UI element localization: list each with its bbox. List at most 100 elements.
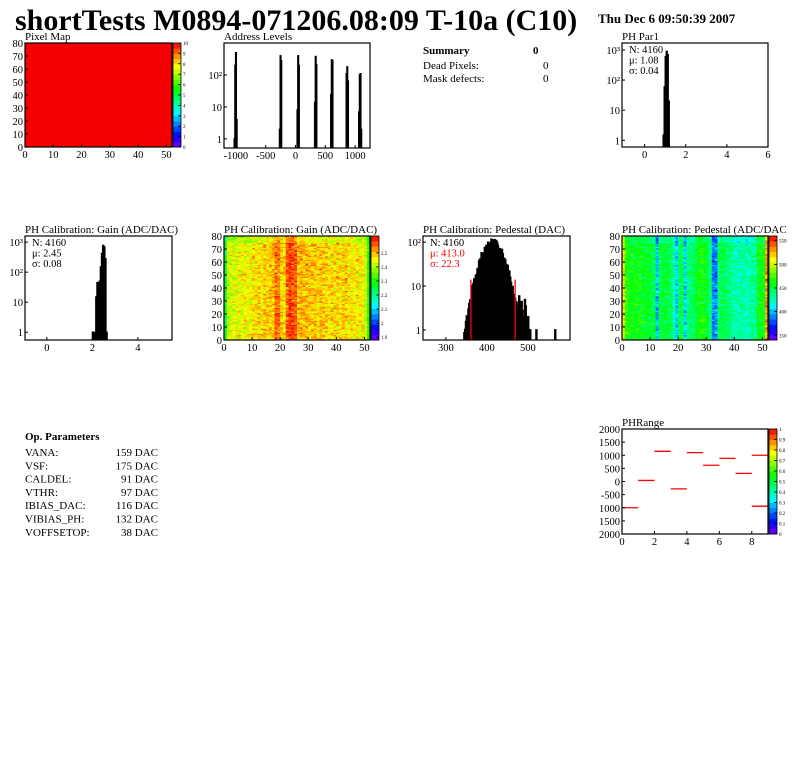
heatmap-cell [157, 87, 162, 89]
heatmap-cell [90, 53, 94, 56]
heatmap-cell [41, 126, 46, 128]
heatmap-cell [166, 113, 170, 115]
heatmap-cell [25, 91, 29, 93]
heatmap-cell [166, 50, 170, 53]
heatmap-cell [41, 48, 46, 50]
heatmap-cell [70, 98, 74, 101]
heatmap-cell [106, 139, 111, 141]
heatmap-cell [163, 134, 167, 136]
heatmap-cell [109, 95, 114, 97]
heatmap-cell [149, 89, 153, 92]
heatmap-cell [106, 56, 111, 58]
heatmap-cell [226, 294, 231, 297]
heatmap-cell [138, 128, 142, 131]
heatmap-cell [87, 98, 91, 101]
heatmap-cell [44, 80, 49, 83]
heatmap-cell [101, 62, 105, 65]
heatmap-cell [33, 66, 37, 69]
heatmap-cell [143, 122, 147, 124]
heatmap-cell [132, 88, 136, 91]
heatmap-cell [132, 109, 136, 111]
heatmap-cell [56, 61, 60, 63]
heatmap-cell [58, 59, 63, 62]
heatmap-cell [135, 98, 139, 101]
heatmap-cell [78, 46, 82, 49]
heatmap-cell [56, 111, 60, 114]
heatmap-cell [129, 67, 133, 70]
heatmap-cell [36, 143, 40, 145]
heatmap-cell [157, 48, 162, 50]
heatmap-cell [73, 102, 77, 105]
heatmap-cell [166, 46, 170, 49]
heatmap-cell [78, 98, 82, 101]
heatmap-cell [30, 132, 34, 135]
heatmap-cell [132, 145, 136, 147]
heatmap-cell [73, 50, 77, 53]
heatmap-cell [39, 56, 43, 58]
heatmap-cell [92, 109, 97, 111]
heatmap-cell [41, 122, 46, 124]
heatmap-cell [143, 140, 147, 143]
heatmap-cell [84, 124, 88, 127]
heatmap-cell [160, 89, 164, 92]
heatmap-cell [90, 143, 94, 145]
heatmap-cell [53, 78, 57, 80]
heatmap-cell [53, 44, 57, 46]
heatmap-cell [129, 96, 133, 98]
heatmap-cell [98, 95, 102, 97]
heatmap-cell [235, 299, 239, 302]
heatmap-cell [90, 100, 94, 102]
heatmap-cell [132, 140, 136, 143]
heatmap-cell [98, 97, 102, 100]
heatmap-cell [121, 71, 125, 74]
heatmap-cell [67, 82, 71, 84]
heatmap-cell [27, 48, 32, 50]
heatmap-cell [87, 89, 91, 92]
heatmap-cell [104, 100, 108, 102]
heatmap-cell [232, 314, 236, 316]
heatmap-cell [44, 98, 49, 101]
heatmap-cell [152, 113, 156, 115]
heatmap-cell [90, 80, 94, 83]
op-param-value: 132 DAC [116, 514, 158, 526]
heatmap-cell [121, 50, 125, 53]
heatmap-cell [118, 96, 122, 98]
heatmap-cell [90, 61, 94, 63]
summary-panel: Summary 0 Dead Pixels: 0 Mask defects: 0 [423, 45, 549, 85]
heatmap-cell [121, 134, 125, 136]
heatmap-cell [229, 251, 233, 254]
heatmap-cell [138, 71, 142, 74]
heatmap-cell [58, 134, 63, 136]
heatmap-cell [132, 106, 136, 109]
heatmap-cell [232, 328, 236, 330]
heatmap-cell [81, 65, 85, 67]
heatmap-cell [169, 130, 172, 132]
heatmap-cell [229, 277, 233, 280]
heatmap-cell [112, 80, 116, 83]
heatmap-cell [70, 74, 74, 76]
heatmap-cell [25, 141, 29, 144]
heatmap-cell [78, 131, 82, 134]
heatmap-cell [64, 44, 68, 46]
heatmap-cell [61, 139, 65, 141]
heatmap-cell [229, 333, 233, 336]
heatmap-cell [166, 119, 170, 122]
heatmap-cell [36, 92, 40, 95]
heatmap-cell [166, 118, 170, 121]
heatmap-cell [152, 110, 156, 113]
heatmap-cell [140, 118, 145, 121]
heatmap-cell [232, 315, 236, 317]
heatmap-cell [36, 144, 40, 147]
heatmap-cell [73, 135, 77, 137]
heatmap-cell [138, 109, 142, 111]
heatmap-cell [95, 126, 99, 128]
heatmap-cell [138, 140, 142, 143]
heatmap-cell [78, 69, 82, 71]
heatmap-cell [70, 127, 74, 130]
heatmap-cell [95, 101, 99, 104]
heatmap-cell [25, 89, 29, 92]
heatmap-cell [235, 258, 239, 260]
summary-heading: Summary [423, 45, 470, 57]
heatmap-cell [84, 48, 88, 50]
heatmap-cell [53, 109, 57, 111]
